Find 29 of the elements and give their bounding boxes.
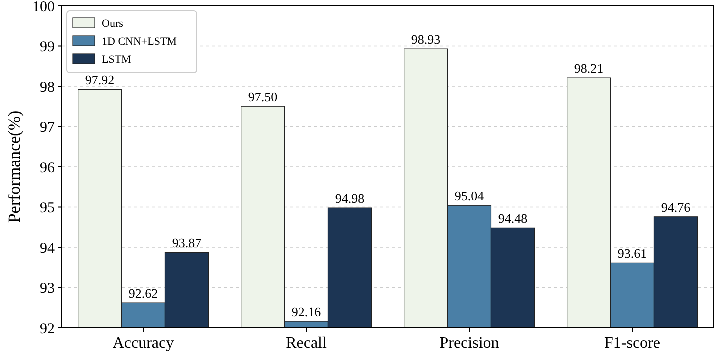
y-tick-label: 97 <box>40 120 56 136</box>
legend-label: Ours <box>102 18 124 30</box>
y-tick-label: 94 <box>40 240 56 257</box>
x-tick-label: Precision <box>440 335 500 352</box>
data-label: 98.93 <box>411 32 441 48</box>
data-label: 92.16 <box>292 304 322 320</box>
y-tick-label: 99 <box>40 40 55 56</box>
data-label: 94.48 <box>498 211 528 226</box>
data-label: 93.87 <box>172 236 202 251</box>
data-label: 94.98 <box>335 191 365 206</box>
data-label: 95.04 <box>454 188 485 204</box>
y-axis-title: Performance(%) <box>5 110 24 224</box>
x-tick-label: Recall <box>286 335 328 352</box>
legend-label: LSTM <box>102 54 132 66</box>
data-label: 92.62 <box>128 286 158 302</box>
y-tick-label: 93 <box>40 281 55 297</box>
data-label: 97.92 <box>85 72 115 88</box>
y-tick-label: 96 <box>40 160 56 176</box>
x-tick-label: F1-score <box>604 335 660 352</box>
data-label: 94.76 <box>661 200 692 215</box>
data-label: 98.21 <box>574 61 604 76</box>
legend-label: 1D CNN+LSTM <box>102 36 178 48</box>
y-tick-label: 98 <box>40 80 55 96</box>
y-tick-label: 100 <box>32 0 55 16</box>
y-tick-label: 92 <box>40 321 55 338</box>
data-label: 97.50 <box>248 90 278 105</box>
data-label: 93.61 <box>618 246 648 262</box>
y-tick-label: 95 <box>40 200 55 216</box>
x-tick-label: Accuracy <box>112 335 174 352</box>
